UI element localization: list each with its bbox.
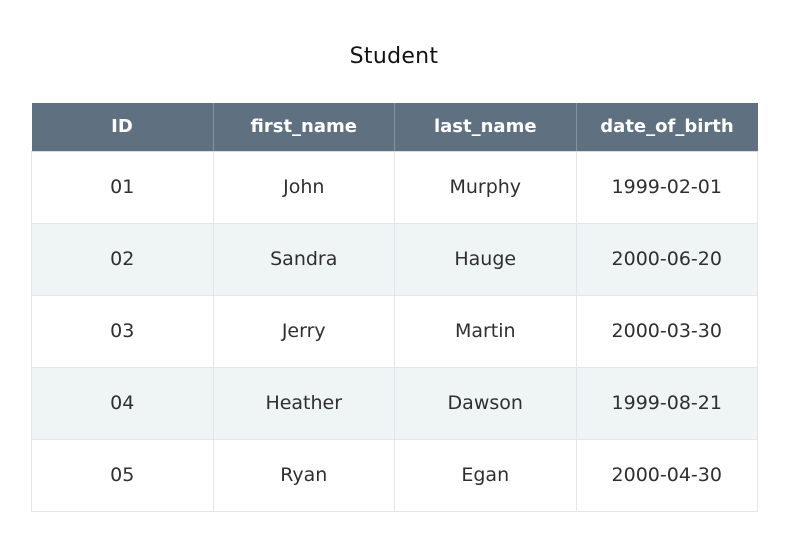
column-header-id: ID [31, 103, 214, 152]
cell-last-name: Dawson [394, 366, 577, 440]
cell-id: 04 [31, 366, 214, 440]
table-row: 05 Ryan Egan 2000-04-30 [31, 438, 758, 512]
table-title: Student [349, 44, 439, 69]
column-header-last-name: last_name [394, 103, 577, 152]
cell-last-name: Murphy [394, 150, 577, 224]
cell-date-of-birth: 2000-03-30 [575, 294, 758, 368]
table-row: 01 John Murphy 1999-02-01 [31, 150, 758, 224]
cell-first-name: Heather [212, 366, 395, 440]
cell-first-name: Sandra [212, 222, 395, 296]
header-row: ID first_name last_name date_of_birth [31, 103, 758, 152]
cell-date-of-birth: 2000-06-20 [575, 222, 758, 296]
student-table: ID first_name last_name date_of_birth 01… [31, 103, 758, 512]
table-header: ID first_name last_name date_of_birth [31, 103, 758, 152]
cell-first-name: Ryan [212, 438, 395, 512]
cell-last-name: Hauge [394, 222, 577, 296]
cell-id: 02 [31, 222, 214, 296]
cell-date-of-birth: 1999-08-21 [575, 366, 758, 440]
cell-last-name: Egan [394, 438, 577, 512]
cell-date-of-birth: 2000-04-30 [575, 438, 758, 512]
cell-last-name: Martin [394, 294, 577, 368]
cell-id: 01 [31, 150, 214, 224]
cell-id: 03 [31, 294, 214, 368]
table-row: 03 Jerry Martin 2000-03-30 [31, 294, 758, 368]
cell-first-name: Jerry [212, 294, 395, 368]
cell-date-of-birth: 1999-02-01 [575, 150, 758, 224]
cell-id: 05 [31, 438, 214, 512]
cell-first-name: John [212, 150, 395, 224]
column-header-date-of-birth: date_of_birth [576, 103, 758, 152]
column-header-first-name: first_name [213, 103, 395, 152]
table-row: 04 Heather Dawson 1999-08-21 [31, 366, 758, 440]
table-body: 01 John Murphy 1999-02-01 02 Sandra Haug… [31, 150, 758, 512]
table-row: 02 Sandra Hauge 2000-06-20 [31, 222, 758, 296]
